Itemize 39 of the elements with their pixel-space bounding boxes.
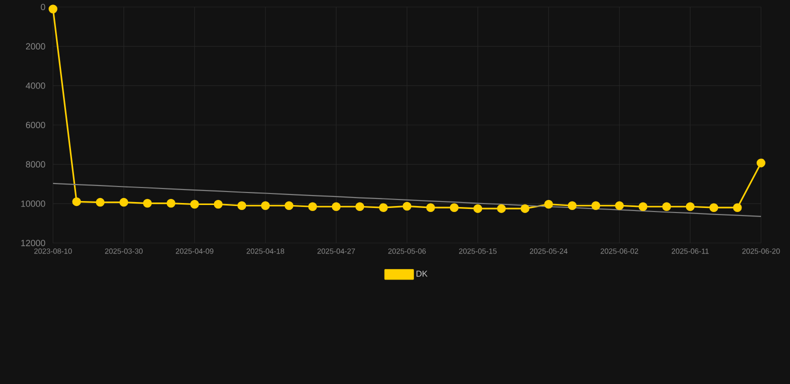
point <box>733 203 742 212</box>
point <box>497 204 506 213</box>
point <box>166 198 176 208</box>
y-tick-label: 0 <box>40 4 46 10</box>
point <box>450 203 459 212</box>
point <box>756 158 766 168</box>
point <box>426 203 435 212</box>
point <box>308 202 317 212</box>
point <box>638 202 648 212</box>
point <box>520 204 530 213</box>
point <box>709 203 718 212</box>
point <box>143 198 152 208</box>
point <box>402 202 412 211</box>
point <box>662 202 671 212</box>
point <box>190 200 199 209</box>
point <box>379 203 388 212</box>
point <box>72 197 81 206</box>
y-tick-label: 2000 <box>26 43 46 50</box>
y-tick-label: 4000 <box>26 82 46 89</box>
point <box>615 201 624 210</box>
y-tick-label: 8000 <box>26 161 46 168</box>
point <box>568 201 577 210</box>
legend-label: DK <box>416 270 428 277</box>
point <box>355 202 364 212</box>
point <box>544 200 553 209</box>
point <box>591 201 600 210</box>
point <box>214 200 223 209</box>
point <box>119 198 128 207</box>
y-tick-label: 10000 <box>21 200 46 207</box>
point <box>237 201 246 210</box>
point <box>473 204 482 213</box>
point <box>284 201 294 210</box>
y-tick-label: 6000 <box>26 122 46 128</box>
point <box>261 201 270 210</box>
point <box>332 202 341 212</box>
y-tick-label: 12000 <box>21 240 46 246</box>
point <box>96 198 105 207</box>
point <box>686 202 695 212</box>
point <box>48 4 58 14</box>
